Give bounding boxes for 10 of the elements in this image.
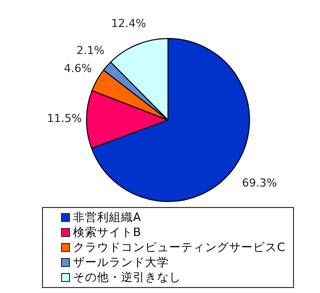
legend-label: ザールランド大学 <box>73 255 169 270</box>
data-label: 12.4% <box>111 17 146 30</box>
legend-label: 非営利組織A <box>73 210 141 225</box>
data-label: 11.5% <box>47 112 82 126</box>
legend-label: クラウドコンピューティングサービスC <box>73 240 286 255</box>
legend-label: 検索サイトB <box>73 225 141 240</box>
data-label: 2.1% <box>76 44 104 58</box>
data-label: 4.6% <box>64 62 92 75</box>
data-label: 69.3% <box>242 176 277 190</box>
legend-label: その他・逆引きなし <box>73 270 181 285</box>
